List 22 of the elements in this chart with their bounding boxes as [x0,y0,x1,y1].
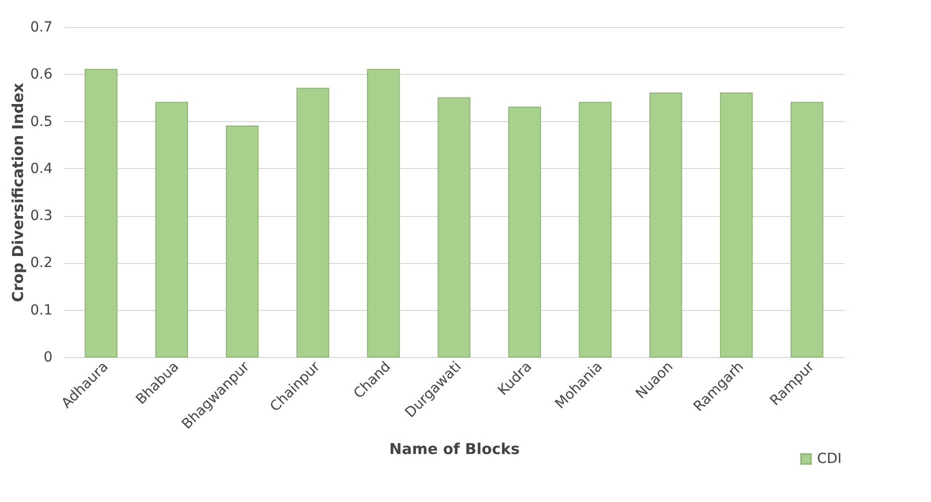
y-tick-label: 0.1 [30,302,52,318]
bar [438,97,470,358]
bar [367,68,400,358]
y-tick-label: 0.7 [30,20,52,36]
bar [296,88,330,358]
bar [790,102,824,358]
bar [720,92,753,358]
bar [508,106,541,358]
y-tick-label: 0.3 [30,208,52,224]
y-tick-label: 0.5 [30,114,52,130]
legend-label: CDI [817,451,842,467]
y-tick-label: 0 [44,350,52,366]
y-tick-label: 0.4 [30,160,53,177]
bar [84,68,118,358]
x-axis-title: Name of Blocks [389,440,520,458]
y-tick-label: 0.6 [30,66,53,83]
bar [649,92,682,358]
bar [226,126,259,358]
y-axis-title: Crop Diversification Index [9,82,28,302]
bar [578,102,612,358]
bar [155,102,188,358]
y-tick-label: 0.2 [30,255,52,272]
